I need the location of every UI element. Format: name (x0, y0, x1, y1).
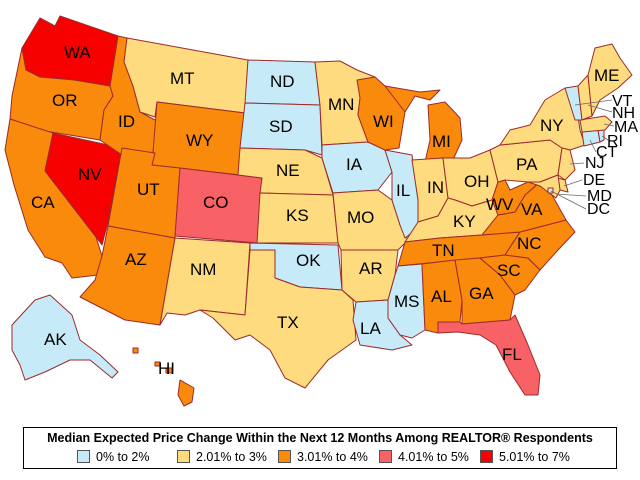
us-map: WA OR CA NV ID MT WY UT AZ CO NM ND SD N… (4, 15, 638, 407)
legend-item-3: 4.01% to 5% (379, 450, 469, 466)
label-tx: TX (277, 313, 299, 332)
label-pa: PA (516, 155, 538, 174)
label-me: ME (594, 66, 620, 85)
label-tn: TN (432, 241, 455, 260)
label-hi: HI (158, 359, 175, 378)
legend-label-1: 2.01% to 3% (196, 450, 267, 464)
label-va: VA (521, 200, 543, 219)
legend-items: 0% to 2% 2.01% to 3% 3.01% to 4% 4.01% t… (24, 450, 616, 466)
state-dc[interactable] (547, 187, 554, 194)
label-ca: CA (31, 193, 55, 212)
label-wv: WV (486, 195, 514, 214)
leader-nh (587, 104, 613, 113)
label-ok: OK (296, 251, 321, 270)
legend-swatch-0 (77, 450, 90, 463)
legend-item-1: 2.01% to 3% (177, 450, 267, 466)
label-oh: OH (464, 172, 490, 191)
label-mn: MN (328, 95, 354, 114)
leader-vt (574, 99, 613, 106)
label-nj: NJ (585, 155, 605, 172)
label-nd: ND (270, 72, 295, 91)
label-wy: WY (186, 131, 213, 150)
label-mi: MI (432, 132, 451, 151)
leader-ma (603, 123, 615, 127)
label-mt: MT (170, 69, 195, 88)
legend-swatch-2 (278, 450, 291, 463)
legend: Median Expected Price Change Within the … (23, 427, 617, 469)
state-ma[interactable] (579, 115, 613, 133)
label-sd: SD (269, 117, 293, 136)
legend-item-0: 0% to 2% (77, 450, 150, 466)
label-ne: NE (276, 161, 300, 180)
label-az: AZ (125, 250, 147, 269)
legend-item-4: 5.01% to 7% (480, 450, 570, 466)
label-fl: FL (502, 345, 522, 364)
label-dc: DC (587, 201, 610, 218)
label-ri: RI (607, 133, 623, 150)
label-ak: AK (44, 330, 67, 349)
leader-de (563, 179, 583, 187)
label-al: AL (431, 287, 452, 306)
legend-label-4: 5.01% to 7% (499, 450, 570, 464)
label-id: ID (118, 112, 135, 131)
legend-swatch-1 (177, 450, 190, 463)
label-wi: WI (373, 112, 394, 131)
label-wa: WA (64, 43, 91, 62)
legend-label-3: 4.01% to 5% (398, 450, 469, 464)
label-il: IL (396, 181, 410, 200)
label-ks: KS (286, 206, 309, 225)
legend-swatch-4 (480, 450, 493, 463)
label-ky: KY (453, 212, 476, 231)
state-tx[interactable] (199, 249, 357, 389)
label-mo: MO (347, 208, 374, 227)
label-ut: UT (137, 180, 160, 199)
label-ny: NY (540, 116, 564, 135)
label-or: OR (52, 91, 78, 110)
legend-title: Median Expected Price Change Within the … (47, 431, 593, 445)
label-ms: MS (394, 292, 420, 311)
state-mi[interactable] (384, 85, 463, 163)
label-ia: IA (346, 155, 363, 174)
label-nc: NC (517, 234, 542, 253)
label-vt: VT (612, 93, 633, 110)
state-hi[interactable] (132, 347, 195, 407)
label-nv: NV (78, 165, 102, 184)
label-ga: GA (469, 284, 494, 303)
leader-md (555, 193, 587, 197)
label-nm: NM (190, 260, 216, 279)
label-md: MD (587, 188, 612, 205)
leader-nj (569, 162, 585, 165)
state-me[interactable] (587, 43, 633, 117)
state-fl[interactable] (437, 314, 541, 396)
label-ct: CT (596, 144, 618, 161)
leader-ct (589, 139, 597, 153)
leader-dc (550, 190, 587, 210)
label-ma: MA (614, 119, 638, 136)
legend-label-2: 3.01% to 4% (297, 450, 368, 464)
label-de: DE (583, 172, 605, 189)
label-nh: NH (612, 105, 635, 122)
legend-swatch-3 (379, 450, 392, 463)
state-ak[interactable] (11, 294, 119, 381)
label-sc: SC (497, 261, 521, 280)
label-in: IN (427, 178, 444, 197)
label-la: LA (360, 319, 381, 338)
state-nj[interactable] (557, 147, 576, 181)
label-ar: AR (359, 259, 383, 278)
legend-item-2: 3.01% to 4% (278, 450, 368, 466)
leader-ri (601, 135, 609, 141)
state-sd[interactable] (239, 102, 323, 156)
label-co: CO (203, 193, 229, 212)
legend-label-0: 0% to 2% (96, 450, 150, 464)
